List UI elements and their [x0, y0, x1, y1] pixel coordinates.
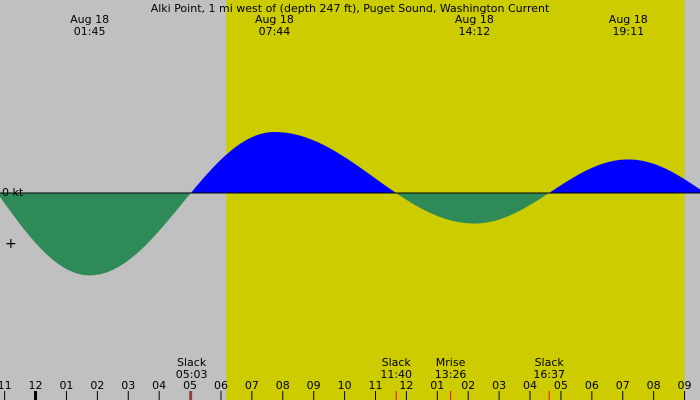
x-tick-label-2: 01 — [59, 379, 73, 392]
x-tick-label-5: 04 — [152, 379, 166, 392]
event-label-2: Mrise — [436, 356, 466, 369]
event-label-1: Slack — [382, 356, 412, 369]
event-time-0: 05:03 — [176, 368, 208, 381]
extreme-time-1: 07:44 — [259, 25, 291, 38]
extreme-date-2: Aug 18 — [455, 13, 494, 26]
x-tick-label-16: 03 — [492, 379, 506, 392]
event-time-1: 11:40 — [380, 368, 412, 381]
event-time-3: 16:37 — [533, 368, 565, 381]
x-tick-label-21: 08 — [647, 379, 661, 392]
x-tick-label-22: 09 — [678, 379, 692, 392]
x-tick-label-19: 06 — [585, 379, 599, 392]
x-tick-label-12: 11 — [368, 379, 382, 392]
x-tick-label-18: 05 — [554, 379, 568, 392]
ebb-area-0 — [0, 193, 191, 276]
chart-title: Alki Point, 1 mi west of (depth 247 ft),… — [151, 2, 550, 15]
event-label-0: Slack — [177, 356, 207, 369]
x-tick-label-7: 06 — [214, 379, 228, 392]
x-tick-label-0: 11 — [0, 379, 12, 392]
x-tick-label-4: 03 — [121, 379, 135, 392]
extreme-time-3: 19:11 — [612, 25, 644, 38]
extreme-time-2: 14:12 — [459, 25, 491, 38]
ebb-area-2 — [397, 193, 550, 224]
x-tick-label-11: 10 — [338, 379, 352, 392]
x-tick-label-17: 04 — [523, 379, 537, 392]
x-tick-label-3: 02 — [90, 379, 104, 392]
x-tick-label-14: 01 — [430, 379, 444, 392]
event-label-3: Slack — [535, 356, 565, 369]
crosshair-marker: + — [5, 236, 17, 252]
extreme-date-1: Aug 18 — [255, 13, 294, 26]
x-tick-label-8: 07 — [245, 379, 259, 392]
x-tick-label-10: 09 — [307, 379, 321, 392]
x-tick-label-1: 12 — [29, 379, 43, 392]
x-tick-label-9: 08 — [276, 379, 290, 392]
extreme-date-3: Aug 18 — [609, 13, 648, 26]
zero-label: 0 kt — [2, 186, 24, 199]
event-time-2: 13:26 — [435, 368, 467, 381]
extreme-date-0: Aug 18 — [70, 13, 109, 26]
x-tick-label-20: 07 — [616, 379, 630, 392]
extreme-time-0: 01:45 — [74, 25, 106, 38]
flood-area-1 — [191, 132, 397, 193]
flood-area-3 — [550, 159, 700, 193]
x-tick-label-6: 05 — [183, 379, 197, 392]
x-tick-label-13: 12 — [399, 379, 413, 392]
x-tick-label-15: 02 — [461, 379, 475, 392]
